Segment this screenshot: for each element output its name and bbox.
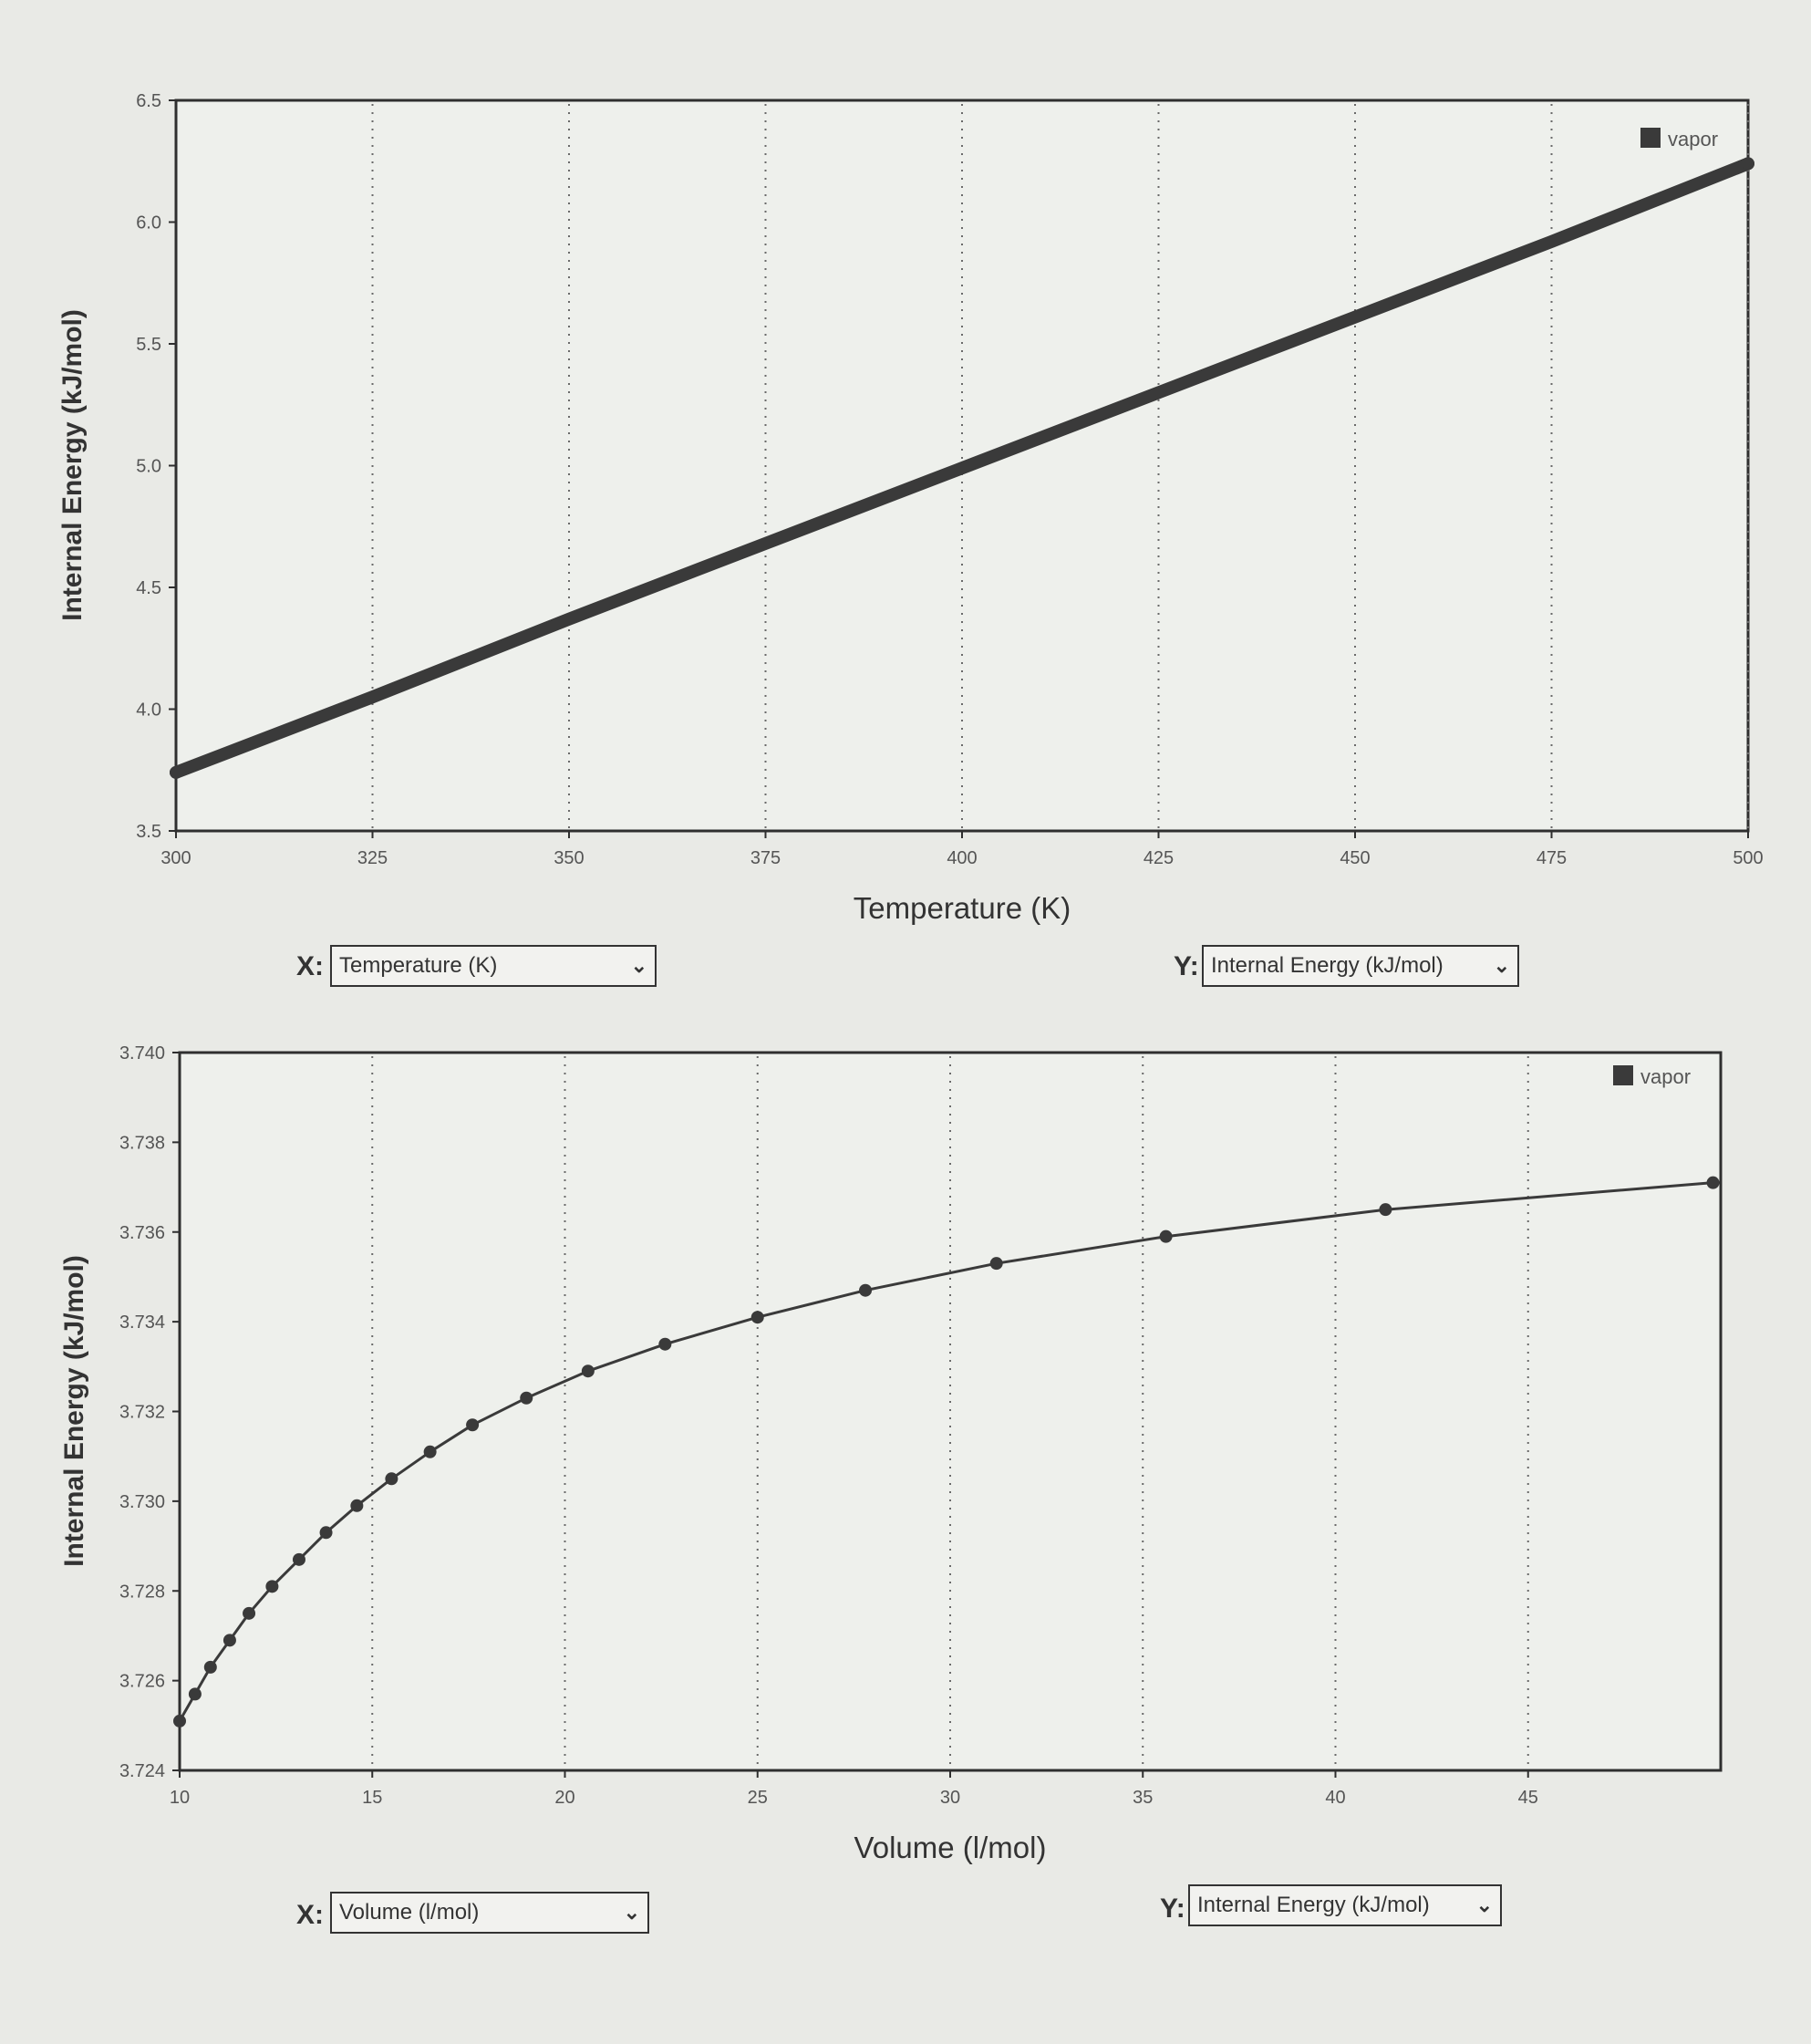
y-select-label: Y:	[1160, 1894, 1185, 1924]
x-tick-label: 475	[1537, 848, 1567, 868]
x-tick-label: 10	[170, 1788, 190, 1808]
data-point	[265, 1580, 279, 1593]
y-tick-label: 3.724	[119, 1761, 165, 1781]
x-tick-label: 400	[947, 848, 977, 868]
y-axis-title: Internal Energy (kJ/mol)	[59, 1254, 89, 1567]
data-point	[319, 1526, 333, 1540]
chevron-down-icon: ⌄	[623, 1901, 640, 1924]
y-axis-select[interactable]: Internal Energy (kJ/mol) ⌄	[1188, 1884, 1502, 1926]
data-point	[188, 1687, 202, 1701]
x-select-label: X:	[296, 1900, 324, 1930]
y-tick-label: 3.732	[119, 1403, 165, 1423]
legend-label: vapor	[1640, 1065, 1691, 1088]
y-tick-label: 3.738	[119, 1133, 165, 1153]
data-point	[1706, 1176, 1720, 1189]
y-tick-label: 3.726	[119, 1672, 165, 1692]
x-tick-label: 15	[362, 1788, 382, 1808]
chart-panel-temperature: 300 325 350 375 400 425 450 475 500 3.5 4.0 4.5 5.0 5…	[0, 0, 1811, 1012]
y-axis-select[interactable]: Internal Energy (kJ/mol) ⌄	[1202, 945, 1519, 987]
data-point	[385, 1472, 398, 1486]
x-axis-select[interactable]: Temperature (K) ⌄	[330, 945, 657, 987]
data-point	[203, 1660, 217, 1674]
plot-area	[178, 1051, 1723, 1772]
y-tick-label: 5.5	[136, 335, 161, 355]
x-axis-select-value: Volume (l/mol)	[339, 1900, 480, 1925]
data-point	[222, 1634, 236, 1647]
data-point	[243, 1606, 256, 1620]
data-point	[1379, 1203, 1392, 1217]
data-point	[859, 1283, 873, 1297]
x-tick-label: 500	[1733, 848, 1763, 868]
y-axis-select-value: Internal Energy (kJ/mol)	[1197, 1893, 1430, 1917]
data-point	[466, 1418, 480, 1432]
x-axis-select-value: Temperature (K)	[339, 953, 498, 978]
x-tick-label: 350	[554, 848, 584, 868]
x-axis-title: Volume (l/mol)	[854, 1831, 1047, 1864]
chevron-down-icon: ⌄	[1493, 954, 1510, 977]
data-point	[170, 765, 182, 779]
x-tick-label: 20	[554, 1788, 574, 1808]
chevron-down-icon: ⌄	[630, 954, 647, 977]
data-point	[1159, 1230, 1173, 1243]
x-tick-label: 300	[160, 848, 191, 868]
legend-marker	[1613, 1065, 1633, 1085]
y-tick-label: 3.734	[119, 1313, 165, 1333]
chart-panel-volume: 10 15 20 25 30 35 40 45 3.724 3.726 3.728 3.730 3.73…	[0, 1012, 1811, 2044]
x-select-label: X:	[296, 951, 324, 981]
y-tick-label: 3.736	[119, 1223, 165, 1243]
y-tick-label: 3.730	[119, 1492, 165, 1512]
x-tick-label: 450	[1340, 848, 1370, 868]
legend-label: vapor	[1668, 128, 1718, 150]
data-point	[581, 1364, 595, 1378]
y-axis-title: Internal Energy (kJ/mol)	[57, 308, 88, 621]
y-tick-label: 6.0	[136, 213, 161, 233]
x-tick-label: 30	[940, 1788, 960, 1808]
series-line	[170, 157, 1754, 779]
data-point	[989, 1257, 1003, 1271]
x-tick-label: 375	[750, 848, 781, 868]
y-select-label: Y:	[1174, 951, 1199, 981]
x-axis-select[interactable]: Volume (l/mol) ⌄	[330, 1892, 649, 1934]
data-point	[520, 1391, 533, 1405]
y-axis-select-value: Internal Energy (kJ/mol)	[1211, 953, 1444, 978]
x-tick-label: 40	[1325, 1788, 1345, 1808]
y-tick-label: 4.0	[136, 700, 161, 721]
y-tick-label: 5.0	[136, 457, 161, 477]
data-point	[350, 1499, 364, 1512]
y-tick-label: 6.5	[136, 91, 161, 111]
x-tick-label: 325	[357, 848, 388, 868]
legend-marker	[1640, 128, 1661, 148]
data-point	[750, 1311, 764, 1324]
x-tick-label: 25	[748, 1788, 768, 1808]
x-tick-label: 425	[1144, 848, 1174, 868]
data-point	[423, 1445, 437, 1458]
chevron-down-icon: ⌄	[1475, 1894, 1493, 1916]
data-point	[292, 1552, 305, 1566]
y-tick-label: 4.5	[136, 578, 161, 598]
data-point	[173, 1714, 186, 1728]
y-tick-label: 3.728	[119, 1582, 165, 1602]
data-point	[658, 1337, 672, 1351]
chart-plot-volume: 10 15 20 25 30 35 40 45 3.724 3.726 3.728 3.730 3.73…	[119, 1043, 1723, 1808]
x-tick-label: 45	[1518, 1788, 1538, 1808]
y-tick-label: 3.740	[119, 1043, 165, 1064]
y-tick-label: 3.5	[136, 822, 161, 842]
x-axis-title: Temperature (K)	[853, 891, 1071, 925]
x-tick-label: 35	[1133, 1788, 1153, 1808]
data-point	[1742, 157, 1754, 171]
chart-plot-temperature: 300 325 350 375 400 425 450 475 500 3.5 4.0 4.5 5.0 5…	[136, 91, 1764, 868]
